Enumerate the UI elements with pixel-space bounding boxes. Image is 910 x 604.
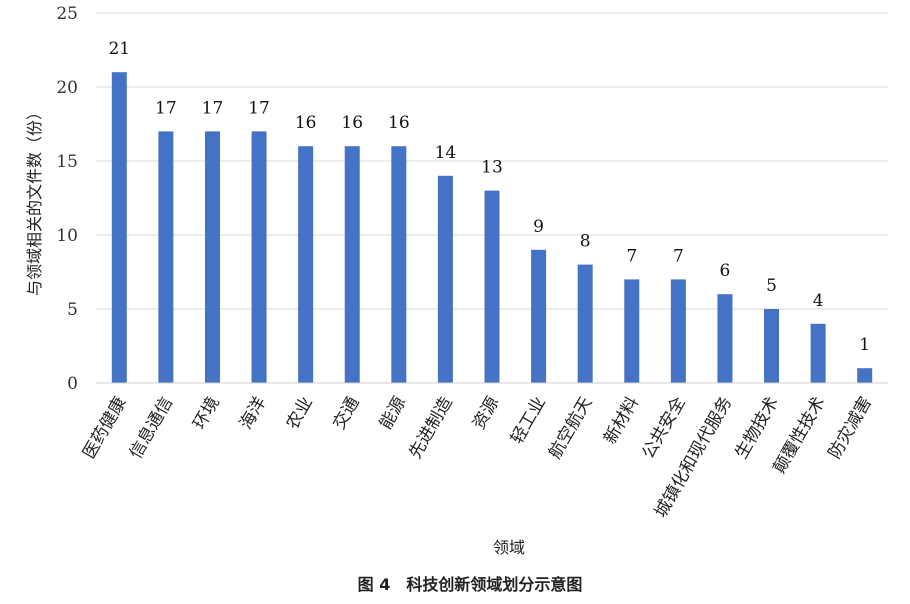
y-tick-label: 0 — [67, 374, 78, 394]
data-label: 1 — [859, 335, 870, 355]
bar — [717, 294, 733, 383]
x-tick-label: 新材料 — [600, 394, 643, 448]
data-label: 9 — [533, 217, 544, 237]
x-tick-label: 农业 — [283, 394, 317, 433]
data-label: 13 — [481, 158, 503, 178]
data-label: 16 — [341, 113, 363, 133]
x-tick-label: 医药健康 — [79, 394, 130, 463]
x-tick-label: 能源 — [376, 394, 410, 433]
bar — [484, 190, 500, 383]
x-tick-label: 信息通信 — [126, 394, 177, 463]
gridlines — [96, 12, 888, 310]
x-tick-label: 轻工业 — [507, 394, 550, 448]
bar — [857, 368, 873, 383]
data-label: 4 — [813, 291, 824, 311]
data-label: 8 — [580, 232, 591, 252]
x-tick-label: 海洋 — [236, 394, 270, 433]
bar — [111, 72, 127, 383]
bar — [344, 146, 360, 383]
bar — [577, 264, 593, 383]
x-tick-label: 资源 — [469, 394, 503, 433]
bar — [437, 175, 453, 383]
bar — [810, 323, 826, 383]
bar — [391, 146, 407, 383]
bars — [111, 72, 873, 383]
bar — [670, 279, 686, 383]
data-label: 17 — [155, 98, 177, 118]
figure-caption: 图 4 科技创新领域划分示意图 — [358, 575, 583, 594]
bar — [531, 249, 547, 383]
bar — [251, 131, 267, 383]
x-tick-label: 生物技术 — [732, 394, 783, 463]
data-label: 17 — [248, 98, 270, 118]
bar — [298, 146, 314, 383]
y-tick-label: 10 — [56, 226, 78, 246]
data-label: 5 — [766, 276, 777, 296]
y-tick-label: 5 — [67, 300, 78, 320]
y-tick-label: 25 — [56, 4, 78, 24]
x-tick-label: 先进制造 — [405, 393, 456, 462]
y-axis-ticks: 0 5 10 15 20 25 — [56, 4, 78, 394]
x-tick-label: 公共安全 — [638, 394, 689, 463]
bar — [204, 131, 220, 383]
bar — [158, 131, 174, 383]
y-tick-label: 20 — [56, 78, 78, 98]
data-label: 7 — [626, 246, 637, 266]
data-label: 7 — [673, 246, 684, 266]
y-tick-label: 15 — [56, 152, 78, 172]
y-axis-title: 与领域相关的文件数（份） — [25, 104, 44, 296]
data-label: 6 — [720, 261, 731, 281]
x-tick-label: 防灾减害 — [825, 394, 876, 463]
data-label: 16 — [295, 113, 317, 133]
x-tick-label: 航空航天 — [545, 394, 596, 463]
bar — [624, 279, 640, 383]
bar — [764, 309, 780, 383]
data-label: 16 — [388, 113, 410, 133]
data-label: 17 — [202, 98, 224, 118]
data-label: 14 — [435, 143, 457, 163]
x-tick-label: 环境 — [189, 394, 223, 433]
x-axis-title: 领域 — [493, 538, 525, 557]
x-tick-label: 交通 — [329, 394, 363, 433]
data-labels: 21 17 17 17 16 16 16 14 13 9 8 7 7 6 5 4 1 — [108, 39, 870, 355]
data-label: 21 — [108, 39, 130, 59]
